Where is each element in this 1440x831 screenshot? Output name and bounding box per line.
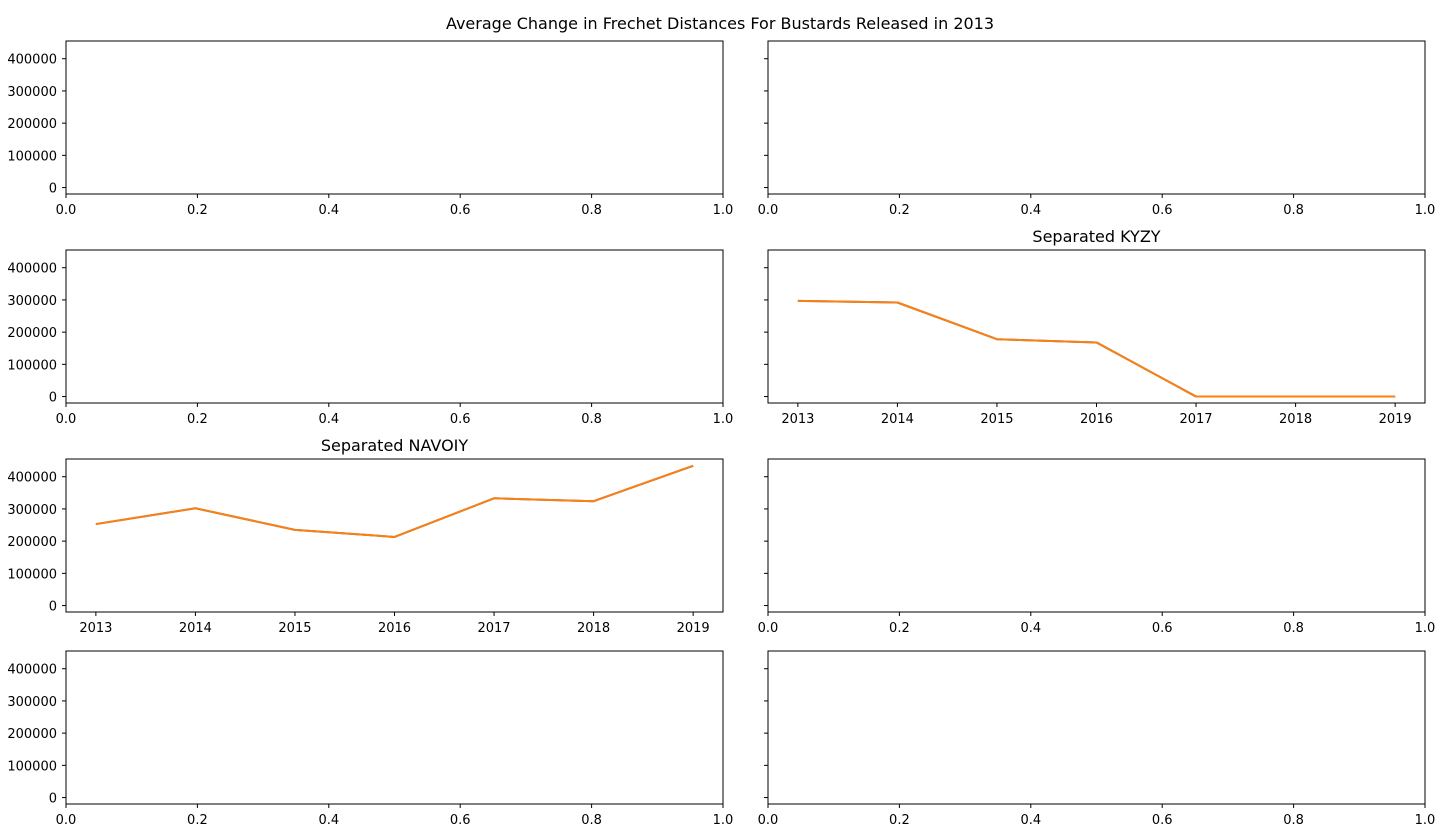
x-tick-label: 0.2 [889,203,910,218]
x-tick-label: 0.4 [318,203,339,218]
x-tick-label: 0.0 [56,203,77,218]
y-tick-label: 100000 [7,149,57,164]
x-tick-label: 0.0 [758,621,779,636]
x-tick-label: 1.0 [1415,813,1436,828]
subplot-row1-left: 0.0 0.2 0.4 0.6 0.8 1.0 0 100000 200000 300000 400… [7,40,734,218]
y-tick-label: 0 [49,600,57,615]
y-tick-label: 200000 [7,117,57,132]
x-tick-label: 0.2 [889,813,910,828]
y-tick-label: 300000 [7,503,57,518]
x-tick-label: 0.8 [581,203,602,218]
x-tick-label: 0.2 [889,621,910,636]
x-tick-label: 0.8 [1283,621,1304,636]
x-tick-label: 0.6 [450,412,471,427]
figure-title: Average Change in Frechet Distances For … [446,14,994,33]
x-tick-label: 0.8 [581,813,602,828]
x-tick-label: 0.0 [56,412,77,427]
y-tick-label: 400000 [7,471,57,486]
x-tick-label: 0.4 [318,813,339,828]
subplot-row1-right: 0.0 0.2 0.4 0.6 0.8 1.0 [758,40,1436,218]
x-tick-label: 0.8 [1283,813,1304,828]
x-tick-label: 0.0 [56,813,77,828]
x-tick-label: 0.2 [187,813,208,828]
subplot-grid: 0.0 0.2 0.4 0.6 0.8 1.0 0 100000 200000 300000 400… [7,40,1436,828]
x-tick-label: 0.6 [1152,203,1173,218]
x-tick-label: 2019 [677,621,710,636]
x-tick-label: 1.0 [1415,203,1436,218]
series-line-row3-left-1 [95,464,694,538]
axes-frame [65,40,724,195]
x-tick-label: 0.4 [1020,621,1041,636]
x-tick-label: 1.0 [713,203,734,218]
y-tick-label: 100000 [7,567,57,582]
x-tick-label: 1.0 [1415,621,1436,636]
axes-frame [65,249,724,404]
x-tick-label: 2018 [577,621,610,636]
x-tick-label: 2014 [881,412,914,427]
y-tick-label: 0 [49,182,57,197]
x-tick-label: 2015 [980,412,1013,427]
x-tick-label: 0.6 [1152,813,1173,828]
x-tick-label: 1.0 [713,412,734,427]
x-tick-label: 0.6 [450,813,471,828]
x-tick-label: 0.6 [450,203,471,218]
subplot-row3-left: 2013 2014 2015 2016 2017 2018 2019 0 100000 20000… [7,436,724,636]
x-tick-label: 0.4 [1020,203,1041,218]
x-tick-label: 2013 [79,621,112,636]
x-tick-label: 0.2 [187,412,208,427]
subplot-row3-right: 0.0 0.2 0.4 0.6 0.8 1.0 [758,458,1436,636]
subplot-row2-right: 2013 2014 2015 2016 2017 2018 2019 Separated KY… [764,227,1426,427]
y-tick-label: 300000 [7,294,57,309]
y-tick-label: 0 [49,792,57,807]
series-line-row2-right-1 [797,299,1396,398]
x-tick-label: 0.8 [581,412,602,427]
subplot-row4-left: 0.0 0.2 0.4 0.6 0.8 1.0 0 100000 200000 300000 400… [7,650,734,828]
axes-frame [65,650,724,805]
y-tick-label: 0 [49,391,57,406]
y-tick-label: 200000 [7,326,57,341]
subplot-title: Separated NAVOIY [321,436,469,455]
y-tick-label: 200000 [7,535,57,550]
y-tick-label: 200000 [7,727,57,742]
x-tick-label: 2019 [1379,412,1412,427]
x-tick-label: 2014 [179,621,212,636]
y-tick-label: 400000 [7,262,57,277]
y-tick-label: 100000 [7,759,57,774]
x-tick-label: 2016 [378,621,411,636]
x-tick-label: 0.6 [1152,621,1173,636]
subplot-row4-right: 0.0 0.2 0.4 0.6 0.8 1.0 [758,650,1436,828]
subplot-title: Separated KYZY [1032,227,1160,246]
y-tick-label: 400000 [7,53,57,68]
x-tick-label: 2017 [1179,412,1212,427]
x-tick-label: 2016 [1080,412,1113,427]
y-tick-label: 100000 [7,358,57,373]
x-tick-label: 0.0 [758,813,779,828]
y-tick-label: 300000 [7,85,57,100]
y-tick-label: 300000 [7,695,57,710]
x-tick-label: 0.4 [318,412,339,427]
x-tick-label: 1.0 [713,813,734,828]
axes-frame [767,40,1426,195]
x-tick-label: 0.8 [1283,203,1304,218]
x-tick-label: 0.2 [187,203,208,218]
axes-frame [767,458,1426,613]
x-tick-label: 2017 [477,621,510,636]
x-tick-label: 0.0 [758,203,779,218]
x-tick-label: 2015 [278,621,311,636]
x-tick-label: 2018 [1279,412,1312,427]
x-tick-label: 0.4 [1020,813,1041,828]
x-tick-label: 2013 [781,412,814,427]
axes-frame [767,650,1426,805]
subplot-row2-left: 0.0 0.2 0.4 0.6 0.8 1.0 0 100000 200000 300000 400… [7,249,734,427]
y-tick-label: 400000 [7,663,57,678]
